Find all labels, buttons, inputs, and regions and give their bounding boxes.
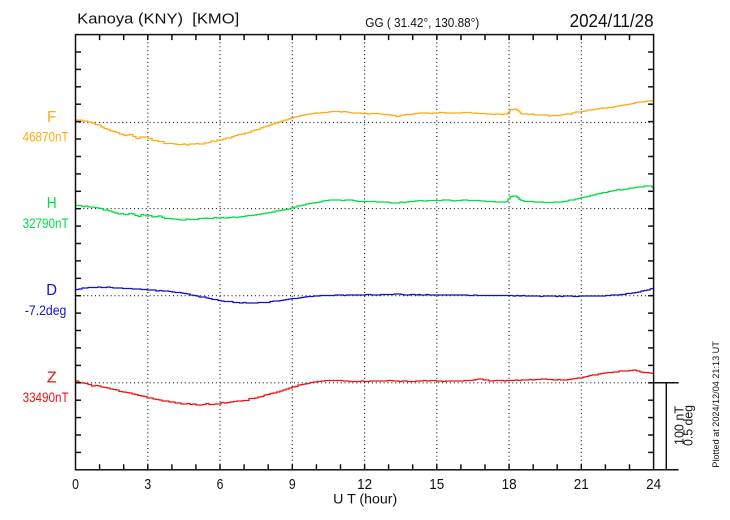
svg-text:32790nT: 32790nT — [23, 215, 69, 231]
svg-text:24: 24 — [646, 476, 661, 493]
svg-text:12: 12 — [357, 476, 372, 493]
svg-text:9: 9 — [289, 476, 296, 493]
svg-text:33490nT: 33490nT — [23, 389, 69, 405]
svg-text:6: 6 — [217, 476, 224, 493]
svg-text:3: 3 — [144, 476, 151, 493]
svg-text:15: 15 — [429, 476, 444, 493]
svg-text:H: H — [47, 195, 57, 212]
svg-text:GG ( 31.42°, 130.88°): GG ( 31.42°, 130.88°) — [365, 15, 479, 30]
svg-text:D: D — [46, 282, 57, 299]
svg-text:21: 21 — [574, 476, 589, 493]
svg-text:0.5 deg: 0.5 deg — [681, 405, 696, 446]
svg-text:2024/11/28: 2024/11/28 — [570, 11, 654, 31]
svg-text:Kanoya (KNY) [KMO]: Kanoya (KNY) [KMO] — [77, 11, 239, 28]
svg-text:100 nT: 100 nT — [671, 406, 686, 445]
svg-text:-7.2deg: -7.2deg — [25, 302, 67, 318]
svg-text:U T (hour): U T (hour) — [333, 490, 397, 506]
svg-text:18: 18 — [502, 476, 517, 493]
svg-text:46870nT: 46870nT — [23, 129, 69, 145]
svg-text:F: F — [47, 109, 57, 126]
svg-text:Z: Z — [47, 369, 57, 386]
svg-text:Plotted at 2024/12/04 21:13 UT: Plotted at 2024/12/04 21:13 UT — [711, 341, 722, 468]
svg-text:0: 0 — [72, 476, 79, 493]
